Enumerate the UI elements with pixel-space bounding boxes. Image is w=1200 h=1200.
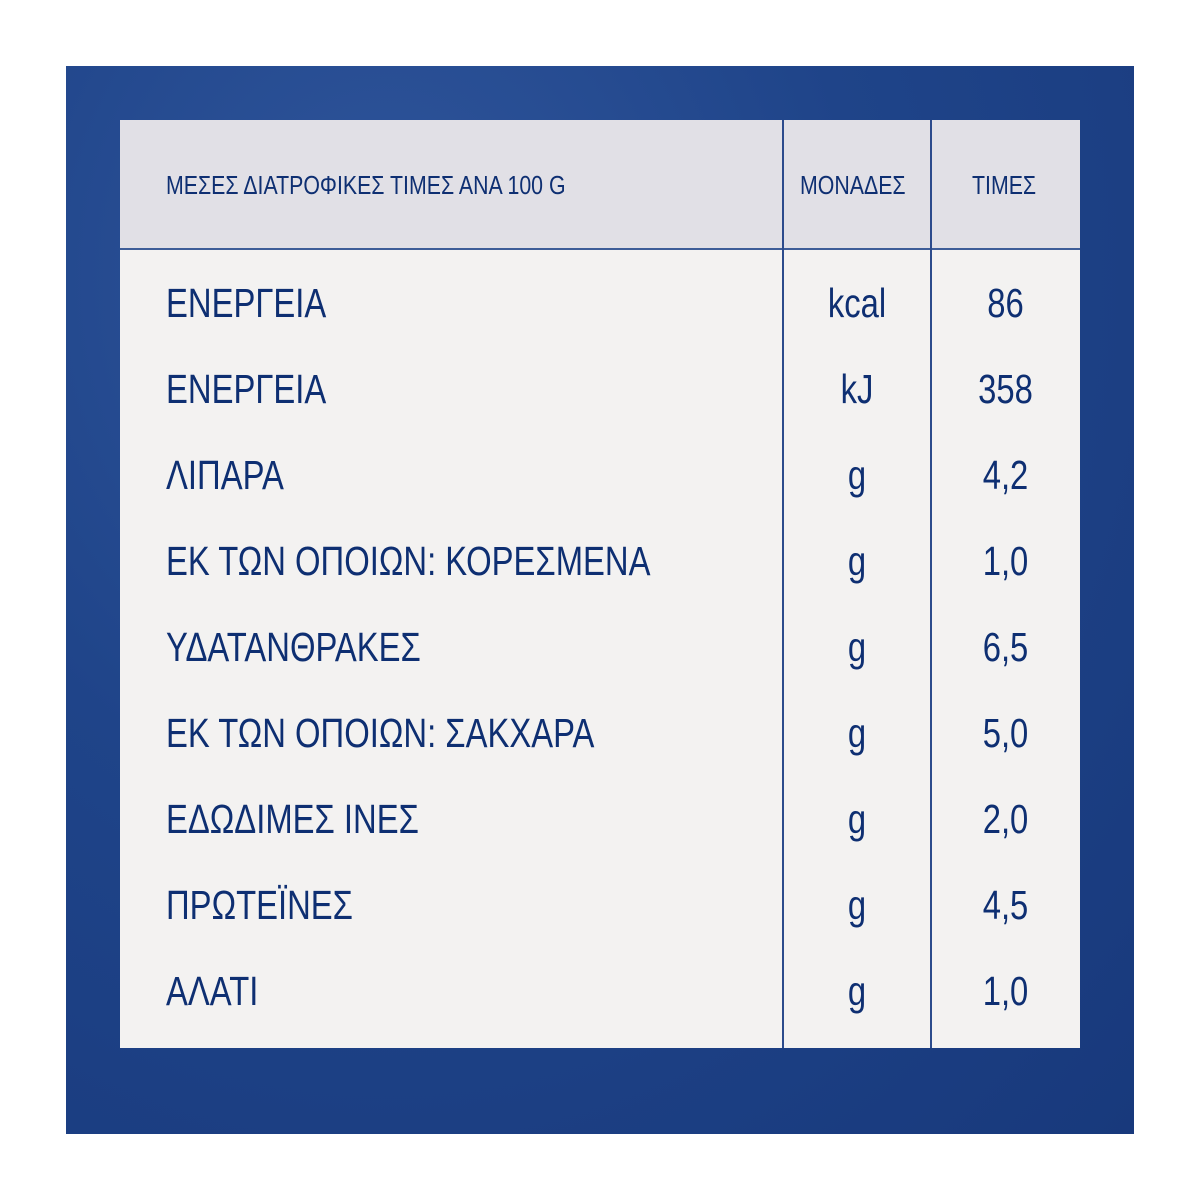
table-row: ΕΝΕΡΓΕΙΑ kJ 358 <box>120 346 1080 432</box>
nutrient-unit: kcal <box>827 280 887 326</box>
nutrient-value: 2,0 <box>982 796 1029 842</box>
table-row: ΕΚ ΤΩΝ ΟΠΟΙΩΝ: ΣΑΚΧΑΡΑ g 5,0 <box>120 690 1080 776</box>
nutrient-name: ΕΔΩΔΙΜΕΣ ΙΝΕΣ <box>166 796 419 842</box>
nutrient-unit: kJ <box>840 366 874 412</box>
nutrient-name: ΥΔΑΤΑΝΘΡΑΚΕΣ <box>166 624 421 670</box>
table-row: ΑΛΑΤΙ g 1,0 <box>120 948 1080 1034</box>
nutrient-value: 6,5 <box>982 624 1029 670</box>
nutrient-unit: g <box>847 968 867 1014</box>
table-row: ΠΡΩΤΕΪΝΕΣ g 4,5 <box>120 862 1080 948</box>
table-row: ΕΚ ΤΩΝ ΟΠΟΙΩΝ: ΚΟΡΕΣΜΕΝΑ g 1,0 <box>120 518 1080 604</box>
nutrient-name: ΕΚ ΤΩΝ ΟΠΟΙΩΝ: ΣΑΚΧΑΡΑ <box>166 710 595 756</box>
table-row: ΥΔΑΤΑΝΘΡΑΚΕΣ g 6,5 <box>120 604 1080 690</box>
nutrient-name: ΕΚ ΤΩΝ ΟΠΟΙΩΝ: ΚΟΡΕΣΜΕΝΑ <box>166 538 651 584</box>
header-units: ΜΟΝΑΔΕΣ <box>800 170 906 200</box>
nutrient-value: 5,0 <box>982 710 1029 756</box>
nutrient-value: 86 <box>987 280 1024 326</box>
nutrient-name: ΑΛΑΤΙ <box>166 968 259 1014</box>
nutrient-value: 1,0 <box>982 968 1029 1014</box>
table-header: ΜΕΣΕΣ ΔΙΑΤΡΟΦΙΚΕΣ ΤΙΜΕΣ ΑΝΑ 100 G ΜΟΝΑΔΕ… <box>120 120 1080 250</box>
nutrient-unit: g <box>847 882 867 928</box>
table-row: ΛΙΠΑΡΑ g 4,2 <box>120 432 1080 518</box>
nutrient-unit: g <box>847 452 867 498</box>
nutrient-name: ΕΝΕΡΓΕΙΑ <box>166 280 327 326</box>
nutrient-unit: g <box>847 710 867 756</box>
nutrient-unit: g <box>847 538 867 584</box>
nutrient-name: ΠΡΩΤΕΪΝΕΣ <box>166 882 353 928</box>
table-row: ΕΔΩΔΙΜΕΣ ΙΝΕΣ g 2,0 <box>120 776 1080 862</box>
nutrient-unit: g <box>847 624 867 670</box>
nutrient-value: 1,0 <box>982 538 1029 584</box>
nutrient-value: 358 <box>978 366 1033 412</box>
column-divider <box>782 120 784 1048</box>
nutrient-name: ΕΝΕΡΓΕΙΑ <box>166 366 327 412</box>
header-nutrient: ΜΕΣΕΣ ΔΙΑΤΡΟΦΙΚΕΣ ΤΙΜΕΣ ΑΝΑ 100 G <box>166 170 566 200</box>
nutrient-value: 4,5 <box>982 882 1029 928</box>
table-row: ΕΝΕΡΓΕΙΑ kcal 86 <box>120 260 1080 346</box>
column-divider <box>930 120 932 1048</box>
header-values: ΤΙΜΕΣ <box>972 170 1037 200</box>
nutrition-table: ΜΕΣΕΣ ΔΙΑΤΡΟΦΙΚΕΣ ΤΙΜΕΣ ΑΝΑ 100 G ΜΟΝΑΔΕ… <box>120 120 1080 1048</box>
nutrient-name: ΛΙΠΑΡΑ <box>166 452 284 498</box>
nutrient-unit: g <box>847 796 867 842</box>
nutrient-value: 4,2 <box>982 452 1029 498</box>
